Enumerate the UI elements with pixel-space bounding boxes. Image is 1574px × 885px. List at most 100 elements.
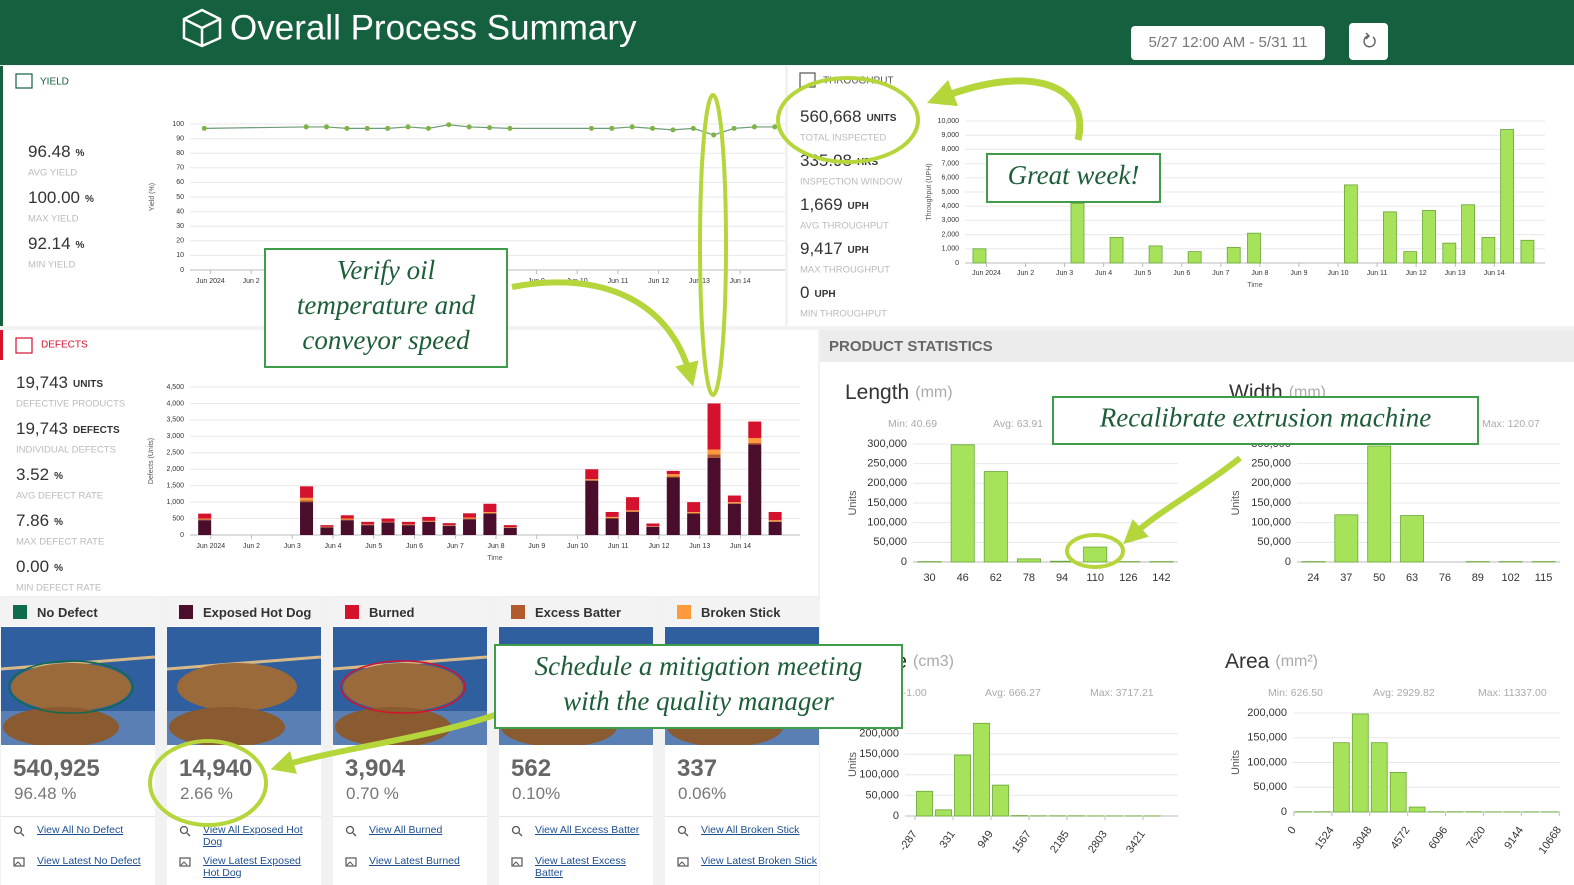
- bar-segment: [605, 518, 619, 535]
- y-tick-label: 0: [893, 810, 899, 822]
- chart-stat: Avg: 63.91: [993, 418, 1043, 430]
- card-link[interactable]: View Latest Burned: [369, 855, 460, 867]
- panel-accent: [0, 330, 3, 360]
- bar-segment: [748, 442, 762, 445]
- x-tick-label: Jun 2: [243, 543, 260, 550]
- point: [650, 125, 656, 131]
- stat-number: 96.48: [28, 142, 71, 161]
- stick: [1, 655, 155, 671]
- y-tick-label: 2,000: [941, 231, 959, 238]
- x-tick-label: Jun 11: [1367, 270, 1388, 277]
- card-link[interactable]: View Latest No Defect: [37, 855, 141, 867]
- bar-segment: [585, 480, 599, 535]
- y-tick-label: 50,000: [1253, 781, 1287, 793]
- y-tick-label: 30: [176, 223, 184, 230]
- bar-segment: [463, 519, 477, 535]
- card-header: Exposed Hot Dog: [167, 598, 321, 626]
- defects-panel: [0, 330, 818, 596]
- stat-unit: %: [76, 148, 85, 159]
- y-tick-label: 200,000: [1247, 707, 1287, 719]
- refresh-button[interactable]: [1349, 23, 1388, 60]
- bar-segment: [483, 503, 497, 512]
- product-image[interactable]: [167, 627, 321, 745]
- x-tick-label: Jun 13: [1445, 270, 1466, 277]
- y-tick-label: 6,000: [941, 175, 959, 182]
- card-link[interactable]: View All Excess Batter: [535, 824, 640, 836]
- card-divider: [499, 816, 653, 817]
- bar-segment: [768, 521, 782, 535]
- x-axis-label: Time: [487, 555, 502, 562]
- y-tick-label: 100: [172, 121, 184, 128]
- y-tick-label: 200,000: [867, 477, 907, 489]
- y-tick-label: 10,000: [938, 118, 960, 125]
- chart-stat: Min: 626.50: [1268, 687, 1323, 699]
- chart-name: Length: [845, 381, 909, 404]
- x-tick-label: Jun 14: [730, 543, 751, 550]
- card-link[interactable]: View Latest Exposed Hot Dog: [203, 855, 301, 879]
- refresh-icon: [1363, 35, 1376, 48]
- product-image[interactable]: [499, 627, 653, 745]
- bar-segment: [727, 495, 741, 503]
- y-axis-label: Units: [1230, 490, 1242, 516]
- bar: [950, 444, 975, 563]
- stat-label: MAX YIELD: [28, 214, 79, 225]
- x-tick-label: 89: [1472, 572, 1484, 584]
- bar: [1016, 558, 1041, 563]
- point: [588, 125, 594, 131]
- x-tick-label: Jun 7: [446, 278, 463, 285]
- y-tick-label: 300,000: [1251, 438, 1291, 450]
- defect-card: No Defect 540,925 96.48 % View All No Defec…: [1, 598, 155, 885]
- card-link[interactable]: View All No Defect: [37, 824, 124, 836]
- stat-unit: %: [76, 240, 85, 251]
- y-tick-label: 1,000: [941, 246, 959, 253]
- card-link[interactable]: View All Exposed Hot Dog: [203, 824, 303, 848]
- link-icon: [13, 857, 25, 867]
- product-image[interactable]: [1, 627, 155, 745]
- card-link[interactable]: View All Broken Stick: [701, 824, 800, 836]
- y-axis-label: Units: [847, 751, 859, 777]
- product-image[interactable]: [333, 627, 487, 745]
- card-link[interactable]: View Latest Excess Batter: [535, 855, 626, 879]
- x-tick-label: Jun 8: [1251, 270, 1268, 277]
- stat-label: DEFECTIVE PRODUCTS: [16, 399, 125, 410]
- y-tick-label: 0: [1281, 806, 1287, 818]
- y-tick-label: 40: [176, 208, 184, 215]
- product-image[interactable]: [665, 627, 819, 745]
- bar-segment: [768, 521, 782, 522]
- y-tick-label: 80: [176, 150, 184, 157]
- bar-segment: [198, 513, 212, 519]
- stat-number: 1,669: [800, 195, 843, 214]
- card-percent: 2.66 %: [180, 784, 233, 803]
- search-icon: [518, 832, 523, 837]
- bar-segment: [727, 503, 741, 535]
- x-tick-label: Jun 5: [365, 278, 382, 285]
- bar: [1461, 204, 1475, 264]
- bar: [1083, 546, 1108, 563]
- date-range[interactable]: 5/27 12:00 AM - 5/31 11: [1148, 34, 1307, 51]
- card-link[interactable]: View Latest Broken Stick: [701, 855, 817, 867]
- link-icon: [511, 825, 523, 837]
- bar-segment: [340, 520, 354, 535]
- page-title: Overall Process Summary: [230, 8, 637, 47]
- bar-segment: [666, 470, 680, 475]
- x-tick-label: Jun 13: [689, 543, 710, 550]
- bar: [1148, 245, 1163, 264]
- x-tick-label: Jun 2024: [196, 543, 225, 550]
- bar-segment: [483, 511, 497, 513]
- y-tick-label: 3,000: [166, 433, 184, 440]
- link-icon: [179, 825, 191, 837]
- y-tick-label: 50,000: [873, 536, 907, 548]
- y-tick-label: 70: [176, 165, 184, 172]
- point: [385, 125, 391, 131]
- corn-dog: [3, 707, 119, 745]
- image-icon: [511, 857, 523, 867]
- date-range-picker[interactable]: [1131, 26, 1325, 60]
- stat-unit: UNITS: [73, 379, 103, 390]
- stat-unit: DEFECTS: [73, 425, 120, 436]
- y-tick-label: 100,000: [1247, 756, 1287, 768]
- bar-segment: [748, 421, 762, 438]
- y-tick-label: 250,000: [867, 458, 907, 470]
- card-link[interactable]: View All Burned: [369, 824, 443, 836]
- bar-segment: [401, 525, 415, 535]
